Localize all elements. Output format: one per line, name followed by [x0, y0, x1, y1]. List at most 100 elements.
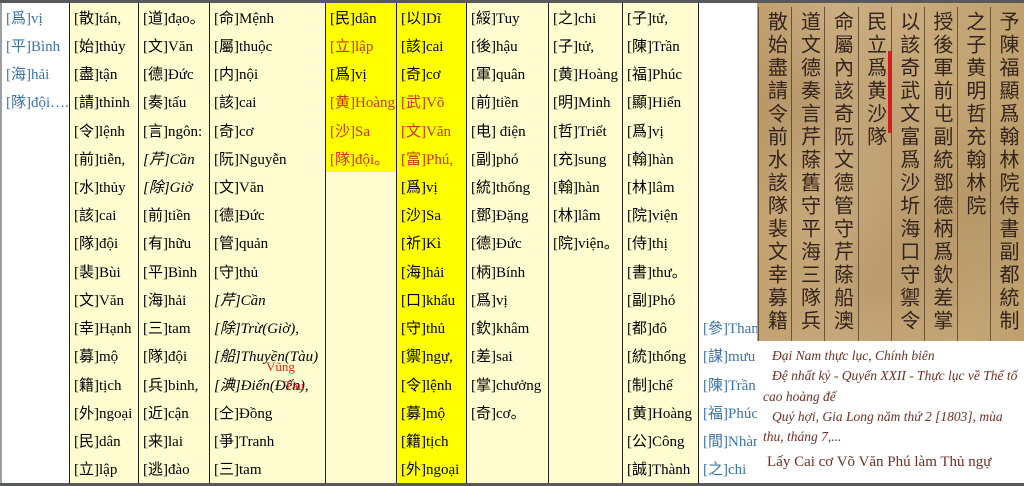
table-cell: [統]thống [627, 349, 687, 366]
table-column: [命]Mệnh [屬]thuộc [内]nội [該]cai [奇]cơ [阮]Nguyễ… [210, 3, 326, 483]
table-cell [326, 229, 396, 257]
table-cell [699, 172, 758, 200]
table-cell: [奇]cơ [214, 123, 254, 140]
table-cell: [盡]tận [74, 67, 118, 84]
table-cell: [欽]khâm [471, 321, 530, 338]
table-cell: [前]tiền [471, 95, 519, 112]
table-cell: [公]Công [627, 434, 685, 451]
table-cell: [都]đô [627, 321, 667, 338]
table-cell: [翰]hàn [627, 151, 674, 168]
table-cell: [文]Văn [74, 292, 124, 309]
table-cell: [該]cai [74, 208, 117, 225]
table-cell [326, 398, 396, 426]
table-cell [326, 342, 396, 370]
table-cell: [立]lập [326, 31, 396, 60]
table-cell: [逃]đào [143, 462, 190, 479]
table-cell: [有]hữu [143, 236, 192, 253]
table-cell: [守]thủ [214, 264, 259, 281]
table-cell: [文]Văn [214, 180, 264, 197]
caption-source-date: Quý hợi, Gia Long năm thứ 2 [1803], mùa … [763, 408, 1003, 444]
table-cell [2, 285, 69, 313]
table-cell: [陳]Trần [627, 38, 680, 55]
table-cell: [除]Trừ(Giờ), [214, 321, 299, 338]
table-cell [699, 201, 758, 229]
table-cell: [兵]binh, [143, 377, 199, 394]
vung-tau-line2: Tàu [284, 378, 305, 393]
table-cell: [參]Tham [703, 321, 763, 338]
table-cell: [淟]Điến(Đến), [214, 377, 309, 394]
table-cell: [綏]Tuy [471, 10, 520, 27]
table-cell [326, 201, 396, 229]
table-cell: [柄]Bính [471, 264, 526, 281]
table-cell: [阮]Nguyễn [214, 151, 287, 168]
table-cell: [子]tử, [627, 10, 669, 27]
table-cell: [幸]Hạnh [74, 321, 132, 338]
table-cell: [仝]Đồng [214, 405, 273, 422]
table-cell [326, 172, 396, 200]
table-cell: [副]phó [471, 151, 519, 168]
table-cell [2, 201, 69, 229]
table-cell: [屬]thuộc [214, 38, 273, 55]
table-cell: [福]Phúc [703, 405, 758, 422]
scan-columns: 予陳福顯爲翰林院侍書副都統制黄公誠之子黄明哲充翰林院授後軍前屯副統鄧德柄爲欽差掌… [757, 3, 1024, 341]
table-cell: [軍]quân [471, 67, 526, 84]
top-border [0, 0, 1024, 3]
table-cell: [以]Dĩ [397, 3, 466, 32]
vung-tau-annotation: Vũng Tàu [266, 360, 304, 392]
table-cell: [黄]Hoàng [553, 67, 618, 84]
table-cell [326, 257, 396, 285]
table-cell: [隊]đội [143, 349, 188, 366]
table-cell: [德]Đức [214, 208, 265, 225]
table-cell: [裴]Bùi [74, 264, 121, 281]
table-cell: [水]thủy [74, 180, 126, 197]
table-cell [326, 370, 396, 398]
vung-tau-line1: Vũng [266, 359, 295, 374]
table-cell: [立]lập [74, 462, 118, 479]
table-cell: [近]cận [143, 405, 189, 422]
table-cell: [籍]tịch [74, 377, 122, 394]
table-cell: [令]lệnh [397, 370, 466, 399]
table-cell: [林]lâm [553, 208, 601, 225]
table-cell: [哲]Triết [553, 123, 607, 140]
table-cell [549, 455, 622, 483]
table-cell [549, 314, 622, 342]
table-cell: [黄]Hoàng [627, 405, 692, 422]
table-cell [699, 229, 758, 257]
table-cell: [除]Giờ [143, 180, 193, 197]
table-cell: [掌]chưởng [471, 377, 542, 394]
table-cell: [陳]Trần [703, 377, 756, 394]
table-cell: [副]Phó [627, 292, 676, 309]
table-cell [2, 229, 69, 257]
table-cell: [民]dân [326, 3, 396, 32]
caption-source-volume: Đệ nhất kỷ - Quyển XXII - Thực lục về Th… [763, 368, 1018, 404]
table-cell: [沙]Sa [326, 115, 396, 145]
table-cell: [院]viện [627, 208, 678, 225]
table-cell: [爭]Tranh [214, 434, 275, 451]
scan-image: 予陳福顯爲翰林院侍書副都統制黄公誠之子黄明哲充翰林院授後軍前屯副統鄧德柄爲欽差掌… [757, 3, 1024, 341]
scan-text-column: 散始盡請令前水該隊裴文幸募籍外民立 [758, 7, 791, 341]
table-cell: [海]hải [143, 292, 187, 309]
scan-text-column: 以該奇武文富爲沙圻海口守禦令募籍外 [890, 7, 924, 341]
table-cell: [内]nội [214, 67, 259, 84]
table-cell: [奏]tấu [143, 95, 187, 112]
table-cell [699, 59, 758, 87]
table-cell: [武]Võ [397, 87, 466, 116]
table-cell: [管]quản [214, 236, 269, 253]
table-cell [2, 427, 69, 455]
table-cell [326, 314, 396, 342]
table-cell: [明]Minh [553, 95, 611, 112]
table-cell [549, 285, 622, 313]
table-cell: [顯]Hiển [627, 95, 682, 112]
table-cell: [籍]tịch [397, 426, 466, 455]
hannom-table: [爲]vị [平]Bình [海]hải [隊]đội…. [散]tán, [始]thủy… [0, 3, 763, 483]
table-cell: [文]Văn [397, 115, 466, 145]
table-cell: [守]thủ [397, 313, 466, 342]
table-cell [699, 257, 758, 285]
table-column: [道]đạo。 [文]Văn [德]Đức [奏]tấu [言]ngôn: [芹]Cần [… [139, 3, 210, 483]
table-cell: [德]Đức [143, 67, 194, 84]
scan-text-column: 之子黄明哲充翰林院 [956, 7, 990, 341]
table-cell: [該]cai [397, 31, 466, 60]
table-cell: [誠]Thành [627, 462, 691, 479]
table-cell: [後]hậu [471, 38, 518, 55]
table-cell: [子]tử, [553, 38, 595, 55]
